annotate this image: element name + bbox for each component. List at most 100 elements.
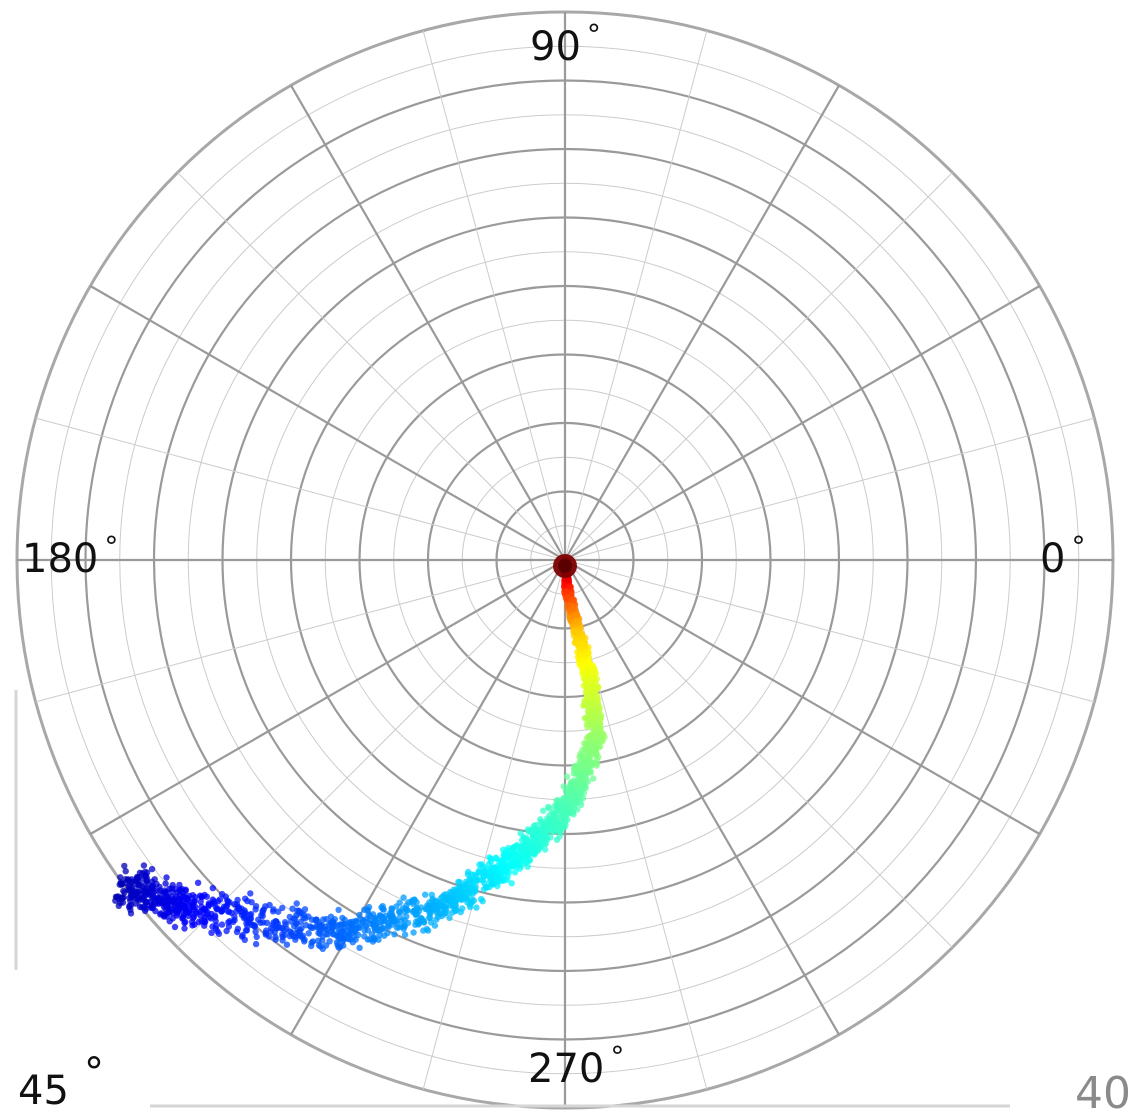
scatter-point [589,701,596,708]
scatter-point [579,663,586,671]
scatter-point [288,931,295,938]
scatter-point [452,902,459,909]
scatter-point [322,942,330,949]
scatter-point [252,940,260,948]
scatter-point [166,918,173,925]
scatter-point [534,845,541,853]
scatter-point [177,905,184,912]
scatter-point [522,856,529,863]
scatter-point [181,894,188,901]
angle-value: 90 [530,24,581,70]
scatter-point [181,919,188,927]
scatter-point [588,706,595,714]
scatter-point [326,938,333,945]
scatter-point [498,857,505,864]
scatter-point [253,933,260,941]
scatter-point [197,898,204,905]
scatter-point [387,910,394,917]
scatter-point [242,927,250,934]
scatter-point [518,842,525,850]
scatter-point [570,799,578,806]
scatter-point [151,899,158,907]
major-spoke [564,84,840,561]
scatter-point [577,791,584,798]
scatter-point [476,867,483,874]
scatter-point [318,921,325,929]
scatter-point [578,776,585,783]
scatter-point [515,852,523,859]
scatter-point [335,944,342,951]
scatter-point [356,911,363,919]
scatter-point [262,929,269,937]
scatter-point [329,919,337,927]
angle-label-270: 270 ° [528,1040,624,1092]
scatter-point [414,905,421,912]
scatter-point [595,709,603,716]
scatter-point [296,926,304,934]
angle-value: 270 [528,1046,604,1092]
scatter-point [584,778,592,785]
scatter-point [525,828,532,835]
scatter-point [218,921,226,928]
scatter-point [260,906,267,913]
scatter-point [275,908,282,915]
scatter-point [517,830,524,837]
minor-spoke [35,417,566,561]
minor-spoke [422,30,566,561]
scatter-point [349,939,356,946]
scatter-point [595,739,602,746]
scatter-point [412,910,420,917]
scatter-point [151,894,158,901]
major-spoke [290,559,566,1036]
corner-label-bottom-left: 45 [18,1068,69,1112]
angle-value: 180 [22,536,98,582]
scatter-point [546,805,553,812]
scatter-point [267,924,275,932]
scatter-point [333,939,341,946]
scatter-point [205,900,213,907]
scatter-point [586,767,594,775]
scatter-point [464,899,471,906]
scatter-point [356,944,363,951]
scatter-point [569,809,577,816]
scatter-point [553,807,560,814]
scatter-point [122,868,129,875]
scatter-point [257,919,264,926]
scatter-point [335,906,342,914]
scatter-point [581,761,588,768]
scatter-point [203,893,210,900]
scatter-point [540,807,547,814]
scatter-point [162,889,169,896]
scatter-point [333,932,341,940]
scatter-point [367,912,374,920]
scatter-point [189,922,196,929]
scatter-point [589,712,596,720]
scatter-point [593,693,600,700]
scatter-point [581,699,589,706]
scatter-point [422,891,429,898]
scatter-point [198,893,205,900]
scatter-point [282,921,289,928]
scatter-point [510,863,517,870]
scatter-point [155,889,163,896]
scatter-point [247,890,254,897]
scatter-point [434,913,442,921]
degree-symbol: ° [1071,530,1085,563]
scatter-point [351,923,358,931]
scatter-point [552,815,559,822]
scatter-point [339,928,346,935]
scatter-point [212,917,219,925]
scatter-point [518,837,526,844]
scatter-point [121,862,128,870]
scatter-point [171,923,179,931]
scatter-point [169,888,176,895]
scatter-point [419,917,427,924]
corner-label-bottom-right: 40 [1075,1068,1131,1112]
minor-spoke [177,559,566,948]
angle-label-90: 90 ° [530,18,601,70]
scatter-point [446,914,453,921]
scatter-point [562,588,570,595]
scatter-point [449,909,456,916]
scatter-point [132,900,139,907]
scatter-point [590,744,597,751]
